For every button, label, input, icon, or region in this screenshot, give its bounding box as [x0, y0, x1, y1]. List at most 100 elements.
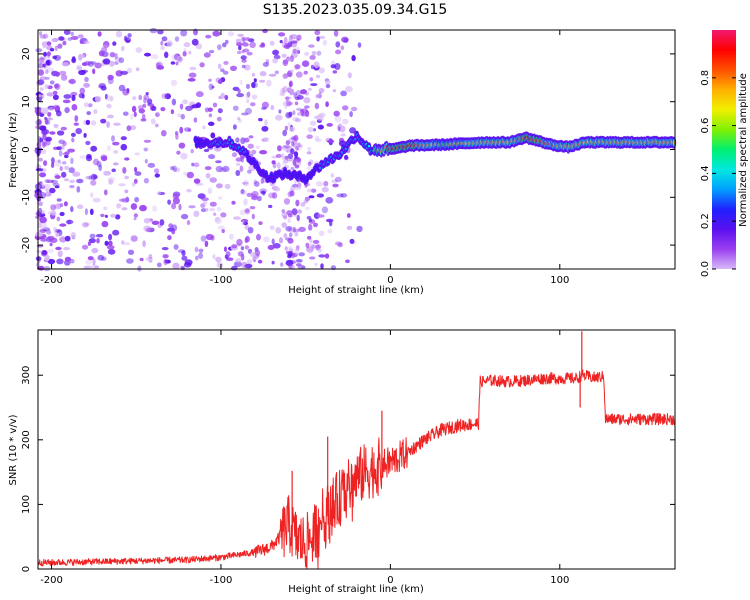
- noise-speckle: [131, 182, 136, 187]
- colorbar-bar: [712, 30, 736, 269]
- noise-speckle: [308, 223, 313, 231]
- noise-speckle: [45, 188, 49, 196]
- noise-speckle: [161, 93, 168, 99]
- noise-speckle: [308, 250, 313, 254]
- noise-speckle: [207, 121, 215, 127]
- noise-speckle: [59, 211, 65, 217]
- noise-speckle: [183, 42, 191, 48]
- noise-speckle: [149, 27, 158, 34]
- colorbar-tick-label: 0.2: [700, 213, 711, 229]
- noise-speckle: [209, 177, 217, 183]
- noise-speckle: [251, 94, 258, 100]
- noise-speckle: [204, 207, 209, 212]
- noise-speckle: [46, 45, 53, 51]
- noise-speckle: [294, 248, 300, 255]
- noise-speckle: [79, 87, 86, 95]
- noise-speckle: [298, 226, 306, 232]
- noise-speckle: [245, 92, 251, 100]
- noise-speckle: [40, 107, 49, 115]
- noise-speckle: [295, 118, 301, 123]
- colorbar: 0.0 0.2 0.4 0.6 0.8 Normalized spectral ampl…: [700, 30, 749, 277]
- noise-speckle: [177, 249, 186, 254]
- noise-speckle: [55, 71, 60, 77]
- noise-speckle: [325, 101, 329, 108]
- noise-speckle: [330, 64, 336, 69]
- noise-speckle: [74, 115, 79, 122]
- noise-speckle: [70, 132, 76, 137]
- noise-speckle: [120, 136, 127, 141]
- noise-speckle: [204, 240, 209, 247]
- noise-speckle: [349, 127, 357, 134]
- noise-speckle: [323, 180, 329, 187]
- noise-speckle: [198, 252, 204, 259]
- noise-speckle: [44, 254, 50, 262]
- noise-speckle: [320, 263, 324, 269]
- noise-speckle: [340, 133, 346, 137]
- noise-speckle: [271, 260, 275, 265]
- noise-speckle: [51, 37, 59, 43]
- noise-speckle: [178, 142, 186, 149]
- noise-speckle: [92, 197, 101, 203]
- noise-speckle: [183, 171, 187, 176]
- noise-speckle: [216, 116, 222, 122]
- noise-speckle: [294, 186, 302, 191]
- noise-speckle: [115, 214, 121, 220]
- noise-speckle: [58, 150, 63, 157]
- noise-speckle: [217, 44, 222, 51]
- noise-speckle: [46, 51, 51, 57]
- noise-speckle: [283, 215, 288, 220]
- noise-speckle: [135, 47, 143, 53]
- noise-speckle: [342, 118, 349, 125]
- noise-speckle: [334, 176, 342, 183]
- noise-speckle: [284, 144, 291, 149]
- noise-speckle: [46, 229, 52, 235]
- noise-speckle: [247, 169, 252, 174]
- noise-speckle: [251, 193, 258, 200]
- noise-speckle: [35, 250, 43, 253]
- noise-speckle: [172, 262, 180, 270]
- noise-speckle: [304, 51, 309, 57]
- noise-speckle: [160, 45, 165, 51]
- noise-speckle: [38, 202, 43, 207]
- noise-speckle: [172, 165, 177, 173]
- noise-speckle: [157, 29, 164, 35]
- noise-speckle: [309, 55, 316, 60]
- noise-speckle: [300, 89, 307, 95]
- noise-speckle: [107, 176, 116, 183]
- noise-speckle: [218, 196, 223, 200]
- noise-speckle: [37, 136, 42, 143]
- noise-speckle: [283, 198, 291, 205]
- noise-speckle: [122, 111, 129, 116]
- noise-speckle: [100, 213, 105, 218]
- noise-speckle: [326, 123, 333, 127]
- spectrogram-xtick-label: -200: [40, 275, 63, 286]
- noise-speckle: [283, 158, 289, 164]
- noise-speckle: [281, 53, 287, 58]
- noise-speckle: [227, 31, 235, 37]
- noise-speckle: [59, 203, 64, 208]
- noise-speckle: [84, 76, 89, 83]
- noise-speckle: [49, 131, 56, 135]
- noise-speckle: [160, 40, 164, 46]
- noise-speckle: [187, 128, 192, 132]
- noise-speckle: [268, 73, 277, 77]
- noise-speckle: [240, 189, 245, 195]
- noise-speckle: [199, 62, 205, 68]
- spectrogram-heatmap: [34, 27, 677, 272]
- noise-speckle: [132, 96, 137, 100]
- noise-speckle: [44, 116, 48, 120]
- noise-speckle: [109, 52, 116, 58]
- noise-speckle: [151, 220, 160, 225]
- noise-speckle: [176, 150, 181, 155]
- noise-speckle: [294, 232, 299, 237]
- noise-speckle: [61, 161, 67, 165]
- noise-speckle: [35, 168, 44, 172]
- noise-speckle: [280, 90, 285, 96]
- noise-speckle: [292, 252, 298, 258]
- noise-speckle: [135, 67, 140, 72]
- noise-speckle: [186, 220, 191, 226]
- noise-speckle: [293, 134, 299, 142]
- noise-speckle: [127, 249, 135, 255]
- noise-speckle: [236, 238, 243, 246]
- noise-speckle: [56, 258, 64, 265]
